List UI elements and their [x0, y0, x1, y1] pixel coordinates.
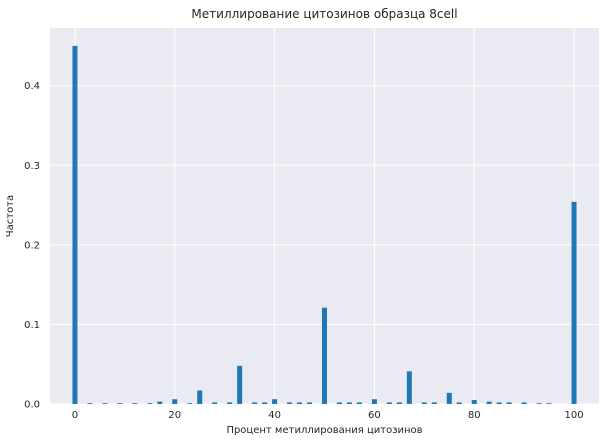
- bar: [406, 371, 412, 404]
- bar: [322, 307, 327, 404]
- bar: [157, 401, 163, 404]
- y-tick-label: 0.1: [24, 320, 40, 331]
- grid: [50, 28, 599, 405]
- bars: [72, 45, 577, 405]
- bar: [386, 402, 392, 404]
- bar: [227, 402, 233, 404]
- bar: [371, 399, 377, 404]
- y-tick-label: 0.2: [24, 240, 40, 251]
- bar: [237, 365, 243, 404]
- x-tick-label: 100: [564, 410, 583, 421]
- bar: [172, 399, 178, 404]
- bar: [336, 402, 342, 404]
- bar: [521, 402, 527, 404]
- bar: [571, 201, 577, 404]
- chart-title: Метиллирование цитозинов образца 8cell: [191, 7, 457, 21]
- bar: [471, 400, 477, 404]
- bar: [486, 401, 492, 404]
- x-ticks: 0 20 40 60 80 100: [72, 410, 584, 421]
- x-tick-label: 0: [72, 410, 78, 421]
- bar: [272, 399, 278, 404]
- bar: [262, 402, 268, 404]
- y-ticks: 0.0 0.1 0.2 0.3 0.4: [24, 81, 40, 410]
- x-tick-label: 20: [168, 410, 181, 421]
- bar: [102, 403, 108, 404]
- bar: [356, 402, 362, 404]
- bar: [297, 402, 303, 404]
- x-tick-label: 80: [468, 410, 481, 421]
- bar: [72, 45, 78, 405]
- bar: [117, 403, 123, 404]
- bar: [446, 392, 452, 404]
- bar: [132, 403, 138, 404]
- y-tick-label: 0.0: [24, 400, 40, 411]
- bar: [197, 390, 203, 404]
- bar: [496, 402, 502, 404]
- bar: [87, 403, 93, 404]
- bar: [147, 403, 153, 404]
- bar: [421, 402, 427, 404]
- bar: [396, 402, 402, 404]
- bar: [307, 402, 313, 404]
- bar: [431, 402, 437, 404]
- bar: [536, 403, 542, 404]
- bar: [506, 402, 512, 404]
- y-axis-label: Частота: [5, 195, 16, 237]
- x-tick-label: 40: [268, 410, 281, 421]
- y-tick-label: 0.4: [24, 81, 40, 92]
- bar: [287, 402, 293, 404]
- bar: [252, 402, 258, 404]
- x-tick-label: 60: [368, 410, 381, 421]
- x-axis-label: Процент метиллирования цитозинов: [226, 425, 422, 436]
- bar: [346, 402, 352, 404]
- bar: [212, 402, 218, 404]
- bar: [456, 402, 462, 404]
- bar: [187, 403, 193, 404]
- y-tick-label: 0.3: [24, 161, 40, 172]
- bar: [546, 403, 552, 404]
